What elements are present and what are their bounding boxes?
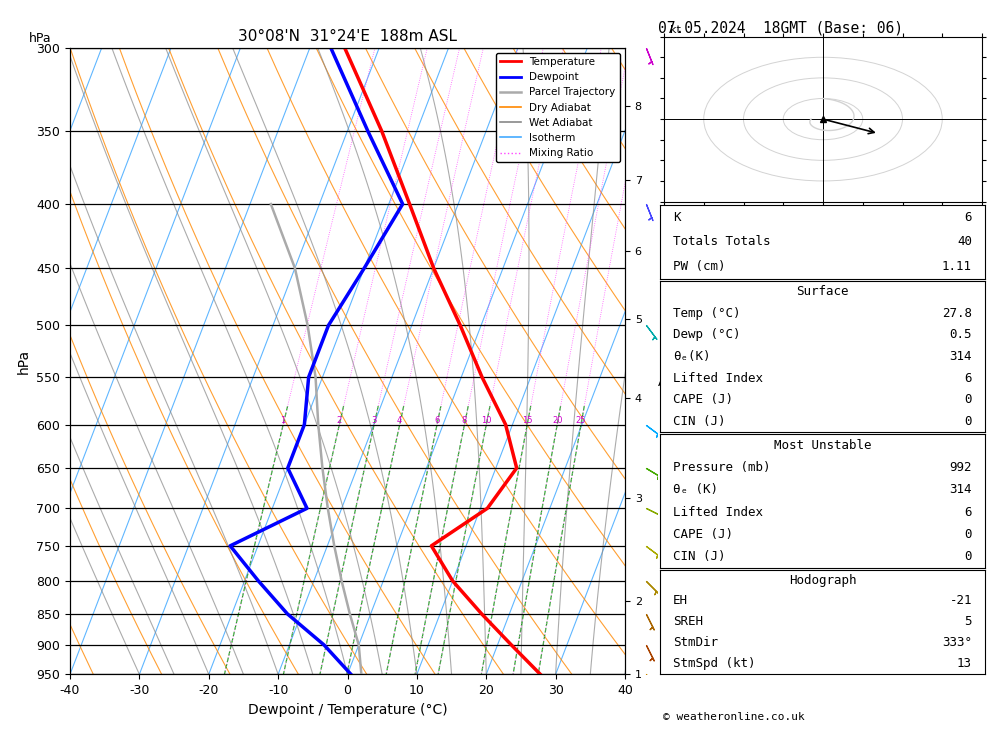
Text: 314: 314 (950, 350, 972, 363)
Text: Lifted Index: Lifted Index (673, 372, 763, 385)
Text: 15: 15 (522, 416, 532, 424)
Text: StmSpd (kt): StmSpd (kt) (673, 658, 756, 671)
Text: 10: 10 (481, 416, 492, 424)
Text: 333°: 333° (942, 636, 972, 649)
Text: SREH: SREH (673, 616, 703, 628)
Text: hPa: hPa (28, 32, 51, 45)
Text: 2: 2 (337, 416, 342, 424)
Text: 4: 4 (397, 416, 402, 424)
Legend: Temperature, Dewpoint, Parcel Trajectory, Dry Adiabat, Wet Adiabat, Isotherm, Mi: Temperature, Dewpoint, Parcel Trajectory… (496, 53, 620, 163)
Text: 0: 0 (965, 394, 972, 407)
Text: kt: kt (670, 25, 681, 35)
Text: 1.11: 1.11 (942, 259, 972, 273)
Text: Surface: Surface (796, 285, 849, 298)
Text: 25: 25 (576, 416, 586, 424)
Text: 40: 40 (957, 235, 972, 248)
Text: Most Unstable: Most Unstable (774, 438, 871, 452)
Text: EH: EH (673, 594, 688, 608)
Text: 6: 6 (965, 372, 972, 385)
Text: Hodograph: Hodograph (789, 573, 856, 586)
Text: 0: 0 (965, 550, 972, 564)
Text: 13: 13 (957, 658, 972, 671)
Text: CIN (J): CIN (J) (673, 415, 726, 428)
Text: 27.8: 27.8 (942, 306, 972, 320)
Text: 20: 20 (552, 416, 562, 424)
Text: 8: 8 (462, 416, 467, 424)
Text: 07.05.2024  18GMT (Base: 06): 07.05.2024 18GMT (Base: 06) (658, 21, 903, 35)
Text: θₑ(K): θₑ(K) (673, 350, 710, 363)
Text: 5: 5 (965, 616, 972, 628)
Text: 6: 6 (434, 416, 440, 424)
Text: 1: 1 (281, 416, 286, 424)
Text: Dewp (°C): Dewp (°C) (673, 328, 740, 342)
Text: Temp (°C): Temp (°C) (673, 306, 740, 320)
Text: 0: 0 (965, 528, 972, 541)
Text: -21: -21 (950, 594, 972, 608)
Text: 992: 992 (950, 461, 972, 474)
Y-axis label: km
ASL: km ASL (658, 361, 681, 389)
Text: StmDir: StmDir (673, 636, 718, 649)
Text: Totals Totals: Totals Totals (673, 235, 770, 248)
Text: CIN (J): CIN (J) (673, 550, 726, 564)
Text: 6: 6 (965, 506, 972, 519)
Text: © weatheronline.co.uk: © weatheronline.co.uk (663, 712, 805, 722)
Text: CAPE (J): CAPE (J) (673, 528, 733, 541)
Y-axis label: hPa: hPa (17, 348, 31, 374)
Text: 0.5: 0.5 (950, 328, 972, 342)
Text: CAPE (J): CAPE (J) (673, 394, 733, 407)
X-axis label: Dewpoint / Temperature (°C): Dewpoint / Temperature (°C) (248, 703, 447, 717)
Text: 314: 314 (950, 483, 972, 496)
Text: Pressure (mb): Pressure (mb) (673, 461, 770, 474)
Text: PW (cm): PW (cm) (673, 259, 726, 273)
Text: θₑ (K): θₑ (K) (673, 483, 718, 496)
Text: Lifted Index: Lifted Index (673, 506, 763, 519)
Title: 30°08'N  31°24'E  188m ASL: 30°08'N 31°24'E 188m ASL (238, 29, 457, 44)
Text: 3: 3 (371, 416, 377, 424)
Text: 0: 0 (965, 415, 972, 428)
Text: 6: 6 (965, 211, 972, 224)
Text: K: K (673, 211, 680, 224)
